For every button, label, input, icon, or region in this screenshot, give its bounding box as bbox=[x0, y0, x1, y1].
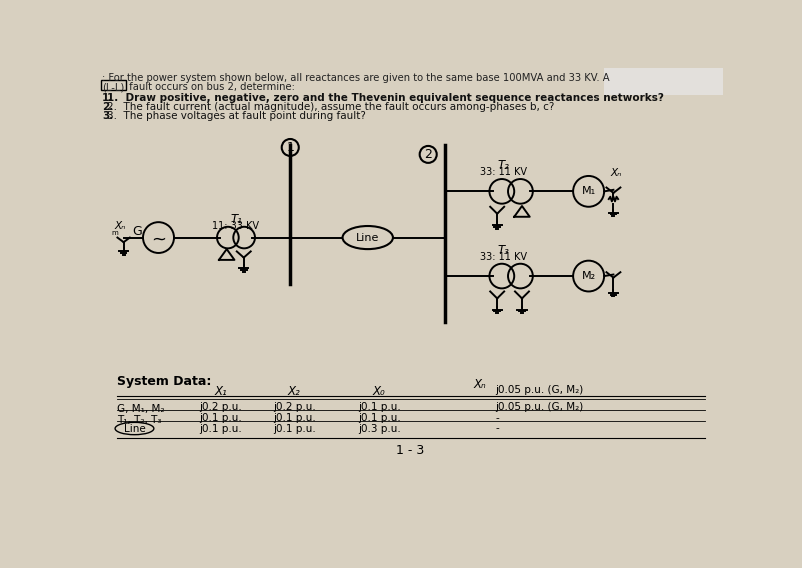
Text: j0.05 p.u. (G, M₂): j0.05 p.u. (G, M₂) bbox=[495, 402, 583, 412]
Text: System Data:: System Data: bbox=[117, 375, 212, 387]
Text: j0.1 p.u.: j0.1 p.u. bbox=[199, 413, 241, 423]
Text: 3.  The phase voltages at fault point during fault?: 3. The phase voltages at fault point dur… bbox=[107, 111, 365, 122]
Text: fault occurs on bus 2, determine:: fault occurs on bus 2, determine: bbox=[126, 82, 294, 92]
Text: 2.: 2. bbox=[102, 102, 113, 112]
Text: T₁: T₁ bbox=[230, 213, 241, 226]
Text: Line: Line bbox=[124, 424, 145, 433]
Ellipse shape bbox=[342, 226, 392, 249]
Text: j0.1 p.u.: j0.1 p.u. bbox=[358, 413, 400, 423]
Text: ~: ~ bbox=[151, 230, 166, 248]
Text: j0.1 p.u.: j0.1 p.u. bbox=[273, 424, 315, 433]
Text: 1: 1 bbox=[286, 141, 294, 154]
Text: 1.: 1. bbox=[102, 93, 113, 103]
Text: -: - bbox=[495, 413, 499, 423]
Text: j0.3 p.u.: j0.3 p.u. bbox=[358, 424, 400, 433]
Text: j0.1 p.u.: j0.1 p.u. bbox=[358, 402, 400, 412]
Circle shape bbox=[419, 146, 436, 163]
Text: M₁: M₁ bbox=[581, 186, 595, 197]
Text: 1.  Draw positive, negative, zero and the Thevenin equivalent sequence reactance: 1. Draw positive, negative, zero and the… bbox=[107, 93, 662, 103]
Text: 1 - 3: 1 - 3 bbox=[395, 444, 424, 457]
FancyBboxPatch shape bbox=[603, 68, 722, 95]
Text: T₃: T₃ bbox=[496, 244, 508, 257]
Text: G, M₁, M₂: G, M₁, M₂ bbox=[117, 404, 164, 414]
Text: -: - bbox=[495, 424, 499, 433]
Text: 2: 2 bbox=[423, 148, 431, 161]
Text: G: G bbox=[132, 225, 141, 238]
Text: j0.2 p.u.: j0.2 p.u. bbox=[273, 402, 315, 412]
Text: M₂: M₂ bbox=[581, 271, 595, 281]
Text: : For the power system shown below, all reactances are given to the same base 10: : For the power system shown below, all … bbox=[102, 73, 609, 83]
Text: (L-L): (L-L) bbox=[102, 82, 124, 92]
Text: 33: 11 KV: 33: 11 KV bbox=[480, 168, 526, 177]
Text: 3.: 3. bbox=[102, 111, 113, 122]
Text: 33: 11 KV: 33: 11 KV bbox=[480, 252, 526, 262]
Text: Xₙ: Xₙ bbox=[114, 220, 125, 231]
Text: T₁, T₂, T₃: T₁, T₂, T₃ bbox=[117, 415, 162, 425]
Text: X₂: X₂ bbox=[287, 386, 300, 398]
Text: Xₙ: Xₙ bbox=[610, 168, 621, 178]
Text: j0.1 p.u.: j0.1 p.u. bbox=[199, 424, 241, 433]
Text: j0.2 p.u.: j0.2 p.u. bbox=[199, 402, 241, 412]
Text: Line: Line bbox=[355, 232, 379, 243]
Text: 11: 33 KV: 11: 33 KV bbox=[213, 220, 259, 231]
Circle shape bbox=[282, 139, 298, 156]
Text: m: m bbox=[111, 230, 118, 236]
Text: X₀: X₀ bbox=[373, 386, 385, 398]
Text: j0.1 p.u.: j0.1 p.u. bbox=[273, 413, 315, 423]
Text: X₁: X₁ bbox=[214, 386, 227, 398]
Text: T₂: T₂ bbox=[496, 159, 508, 172]
Text: j0.05 p.u. (G, M₂): j0.05 p.u. (G, M₂) bbox=[495, 386, 583, 395]
Text: 2.  The fault current (actual magnitude), assume the fault occurs among-phases b: 2. The fault current (actual magnitude),… bbox=[107, 102, 553, 112]
Text: Xₙ: Xₙ bbox=[473, 378, 486, 391]
